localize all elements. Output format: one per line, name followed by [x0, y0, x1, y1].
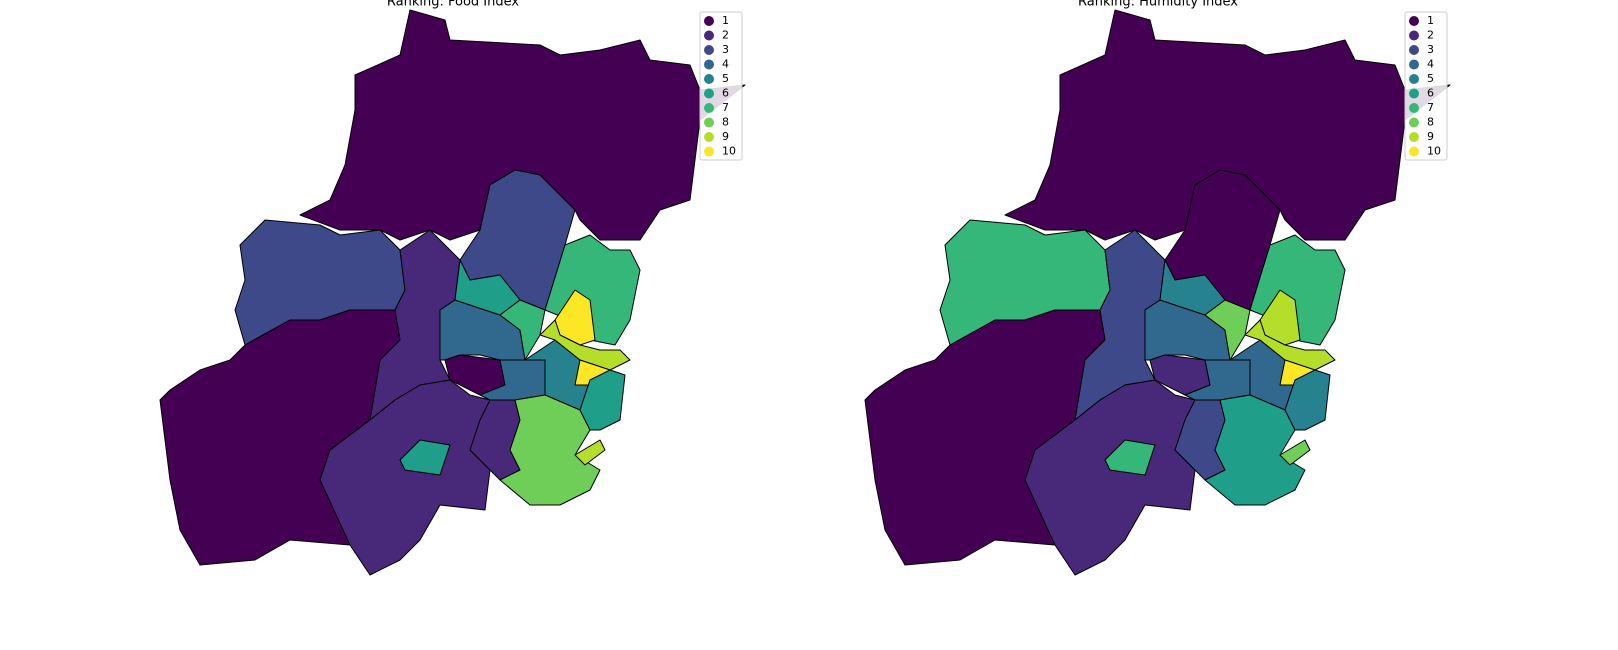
legend-marker [1409, 117, 1419, 128]
legend-label: 7 [722, 101, 729, 114]
legend-label: 5 [1427, 72, 1434, 85]
legend-label: 7 [1427, 101, 1434, 114]
legend-label: 2 [722, 29, 729, 42]
legend: 1 23 45 67 89 10 [699, 11, 743, 161]
region [574, 439, 606, 466]
legend-label: 2 [1427, 29, 1434, 42]
region [1024, 379, 1196, 576]
map-title: Ranking: Humidity Index [1078, 0, 1238, 10]
region [579, 369, 626, 431]
legend-label: 4 [1427, 58, 1434, 71]
legend-label: 6 [722, 87, 729, 100]
legend-label: 10 [722, 145, 736, 158]
legend-marker [704, 30, 714, 41]
region [1284, 369, 1331, 431]
legend-marker [1409, 88, 1419, 99]
legend-label: 3 [722, 43, 729, 56]
legend-marker [704, 103, 714, 113]
region [1279, 439, 1311, 466]
legend-label: 5 [722, 72, 729, 85]
legend-label: 3 [1427, 43, 1434, 56]
legend-label: 8 [1427, 116, 1434, 129]
map-panel: Ranking: Food Index 1 23 45 67 89 10 [159, 0, 746, 576]
legend-marker [704, 146, 714, 157]
legend-marker [704, 88, 714, 99]
legend-marker [1409, 30, 1419, 41]
region [1004, 9, 1451, 241]
map-panel: Ranking: Humidity Index 1 23 45 67 89 10 [864, 0, 1451, 576]
legend-marker [1409, 74, 1419, 84]
legend-label: 9 [1427, 130, 1434, 143]
legend: 1 23 45 67 89 10 [1404, 11, 1448, 161]
region [1104, 439, 1156, 476]
legend-marker [704, 59, 714, 70]
map-title: Ranking: Food Index [387, 0, 519, 10]
legend-marker [704, 132, 714, 142]
legend-marker [704, 16, 714, 26]
legend-marker [1409, 103, 1419, 113]
legend-label: 1 [722, 14, 729, 27]
legend-marker [1409, 59, 1419, 70]
region [399, 439, 451, 476]
legend-marker [1409, 132, 1419, 142]
legend-label: 10 [1427, 145, 1441, 158]
legend-marker [704, 74, 714, 84]
legend-label: 9 [722, 130, 729, 143]
region [299, 9, 746, 241]
region [539, 319, 631, 371]
legend-marker [1409, 146, 1419, 157]
region [319, 379, 491, 576]
legend-marker [1409, 16, 1419, 26]
legend-label: 6 [1427, 87, 1434, 100]
region [1244, 319, 1336, 371]
legend-label: 8 [722, 116, 729, 129]
legend-marker [704, 45, 714, 55]
legend-marker [1409, 45, 1419, 55]
legend-label: 1 [1427, 14, 1434, 27]
legend-label: 4 [722, 58, 729, 71]
legend-marker [704, 117, 714, 128]
